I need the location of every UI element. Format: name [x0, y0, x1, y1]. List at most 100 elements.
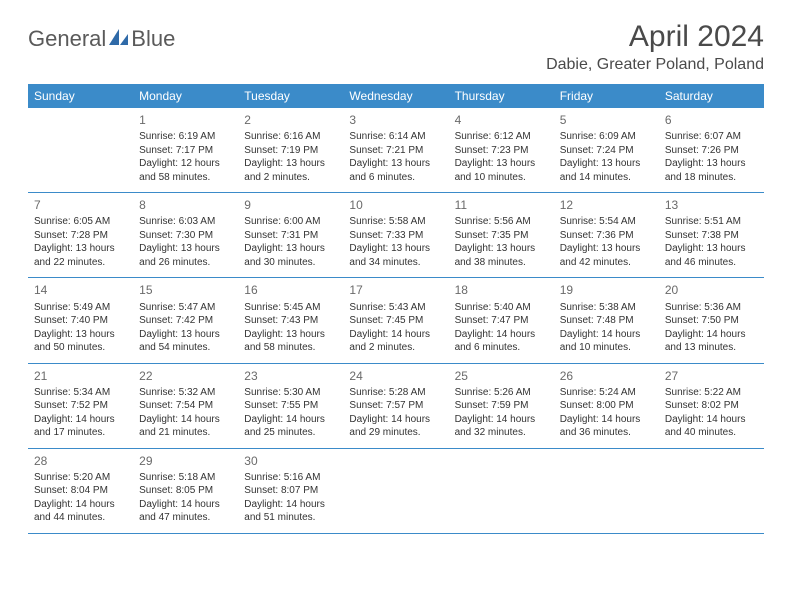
cell-line: and 2 minutes.	[244, 171, 337, 185]
day-number: 10	[349, 197, 442, 213]
cell-line: Daylight: 14 hours	[560, 328, 653, 342]
cell-line: Sunrise: 5:56 AM	[455, 215, 548, 229]
cell-line: Sunset: 7:17 PM	[139, 144, 232, 158]
calendar-cell: 19Sunrise: 5:38 AMSunset: 7:48 PMDayligh…	[554, 278, 659, 363]
calendar-row: 1Sunrise: 6:19 AMSunset: 7:17 PMDaylight…	[28, 108, 764, 193]
calendar-row: 14Sunrise: 5:49 AMSunset: 7:40 PMDayligh…	[28, 278, 764, 363]
calendar-cell: 10Sunrise: 5:58 AMSunset: 7:33 PMDayligh…	[343, 193, 448, 278]
cell-line: Sunset: 7:43 PM	[244, 314, 337, 328]
cell-line: Daylight: 14 hours	[139, 413, 232, 427]
calendar-cell: 21Sunrise: 5:34 AMSunset: 7:52 PMDayligh…	[28, 363, 133, 448]
cell-line: Sunrise: 5:26 AM	[455, 386, 548, 400]
cell-line: Sunrise: 5:43 AM	[349, 301, 442, 315]
cell-line: and 18 minutes.	[665, 171, 758, 185]
cell-line: and 26 minutes.	[139, 256, 232, 270]
cell-line: Daylight: 14 hours	[349, 328, 442, 342]
cell-line: Sunset: 7:36 PM	[560, 229, 653, 243]
cell-line: Daylight: 14 hours	[349, 413, 442, 427]
day-number: 17	[349, 282, 442, 298]
day-number: 25	[455, 368, 548, 384]
cell-line: Sunset: 7:55 PM	[244, 399, 337, 413]
day-header-saturday: Saturday	[659, 84, 764, 108]
calendar-cell	[343, 448, 448, 533]
calendar-row: 7Sunrise: 6:05 AMSunset: 7:28 PMDaylight…	[28, 193, 764, 278]
cell-line: Sunset: 7:54 PM	[139, 399, 232, 413]
calendar-cell	[449, 448, 554, 533]
cell-line: Sunset: 8:04 PM	[34, 484, 127, 498]
cell-line: and 32 minutes.	[455, 426, 548, 440]
day-number: 22	[139, 368, 232, 384]
calendar-cell: 26Sunrise: 5:24 AMSunset: 8:00 PMDayligh…	[554, 363, 659, 448]
logo-text-1: General	[28, 26, 106, 52]
cell-line: Sunrise: 5:24 AM	[560, 386, 653, 400]
day-number: 28	[34, 453, 127, 469]
day-number: 30	[244, 453, 337, 469]
cell-line: and 17 minutes.	[34, 426, 127, 440]
cell-line: and 6 minutes.	[349, 171, 442, 185]
cell-line: Daylight: 14 hours	[34, 413, 127, 427]
day-number: 14	[34, 282, 127, 298]
cell-line: Sunrise: 5:47 AM	[139, 301, 232, 315]
title-block: April 2024 Dabie, Greater Poland, Poland	[546, 20, 764, 74]
cell-line: Daylight: 13 hours	[455, 157, 548, 171]
cell-line: and 54 minutes.	[139, 341, 232, 355]
cell-line: Sunrise: 5:54 AM	[560, 215, 653, 229]
cell-line: Sunset: 7:42 PM	[139, 314, 232, 328]
day-number: 7	[34, 197, 127, 213]
day-number: 12	[560, 197, 653, 213]
calendar-cell	[28, 108, 133, 193]
cell-line: and 21 minutes.	[139, 426, 232, 440]
cell-line: Sunset: 7:48 PM	[560, 314, 653, 328]
cell-line: Sunrise: 5:20 AM	[34, 471, 127, 485]
calendar-cell: 25 Sunrise: 5:26 AMSunset: 7:59 PMDayligh…	[449, 363, 554, 448]
calendar-cell: 29Sunrise: 5:18 AMSunset: 8:05 PMDayligh…	[133, 448, 238, 533]
logo: General Blue	[28, 20, 175, 52]
cell-line: Daylight: 13 hours	[34, 242, 127, 256]
cell-line: and 10 minutes.	[455, 171, 548, 185]
calendar-cell: 9Sunrise: 6:00 AMSunset: 7:31 PMDaylight…	[238, 193, 343, 278]
cell-line: Daylight: 13 hours	[349, 157, 442, 171]
cell-line: and 25 minutes.	[244, 426, 337, 440]
cell-line: Daylight: 13 hours	[560, 157, 653, 171]
cell-line: Sunset: 7:38 PM	[665, 229, 758, 243]
calendar-cell: 8Sunrise: 6:03 AMSunset: 7:30 PMDaylight…	[133, 193, 238, 278]
calendar-cell: 20Sunrise: 5:36 AMSunset: 7:50 PMDayligh…	[659, 278, 764, 363]
cell-line: Sunrise: 5:32 AM	[139, 386, 232, 400]
cell-line: Daylight: 12 hours	[139, 157, 232, 171]
day-header-wednesday: Wednesday	[343, 84, 448, 108]
day-number: 26	[560, 368, 653, 384]
calendar-table: Sunday Monday Tuesday Wednesday Thursday…	[28, 84, 764, 534]
cell-line: and 29 minutes.	[349, 426, 442, 440]
cell-line: Sunset: 8:07 PM	[244, 484, 337, 498]
day-header-friday: Friday	[554, 84, 659, 108]
day-number: 5	[560, 112, 653, 128]
calendar-cell	[659, 448, 764, 533]
day-number: 19	[560, 282, 653, 298]
cell-line: Daylight: 13 hours	[244, 242, 337, 256]
cell-line: Sunset: 7:33 PM	[349, 229, 442, 243]
day-number: 8	[139, 197, 232, 213]
cell-line: Sunrise: 6:14 AM	[349, 130, 442, 144]
calendar-cell: 22 Sunrise: 5:32 AMSunset: 7:54 PMDayligh…	[133, 363, 238, 448]
cell-line: Sunset: 7:59 PM	[455, 399, 548, 413]
cell-line: Sunrise: 5:40 AM	[455, 301, 548, 315]
day-number: 29	[139, 453, 232, 469]
cell-line: Sunrise: 6:16 AM	[244, 130, 337, 144]
calendar-cell: 17Sunrise: 5:43 AMSunset: 7:45 PMDayligh…	[343, 278, 448, 363]
day-header-monday: Monday	[133, 84, 238, 108]
cell-line: and 40 minutes.	[665, 426, 758, 440]
cell-line: Daylight: 13 hours	[560, 242, 653, 256]
calendar-cell: 28Sunrise: 5:20 AMSunset: 8:04 PMDayligh…	[28, 448, 133, 533]
day-header-tuesday: Tuesday	[238, 84, 343, 108]
day-number: 6	[665, 112, 758, 128]
cell-line: Sunset: 7:19 PM	[244, 144, 337, 158]
cell-line: Sunset: 7:50 PM	[665, 314, 758, 328]
cell-line: and 42 minutes.	[560, 256, 653, 270]
cell-line: Daylight: 13 hours	[34, 328, 127, 342]
cell-line: Sunrise: 5:58 AM	[349, 215, 442, 229]
cell-line: Daylight: 14 hours	[139, 498, 232, 512]
cell-line: Daylight: 14 hours	[455, 328, 548, 342]
cell-line: Sunrise: 5:28 AM	[349, 386, 442, 400]
cell-line: and 38 minutes.	[455, 256, 548, 270]
cell-line: Daylight: 14 hours	[455, 413, 548, 427]
